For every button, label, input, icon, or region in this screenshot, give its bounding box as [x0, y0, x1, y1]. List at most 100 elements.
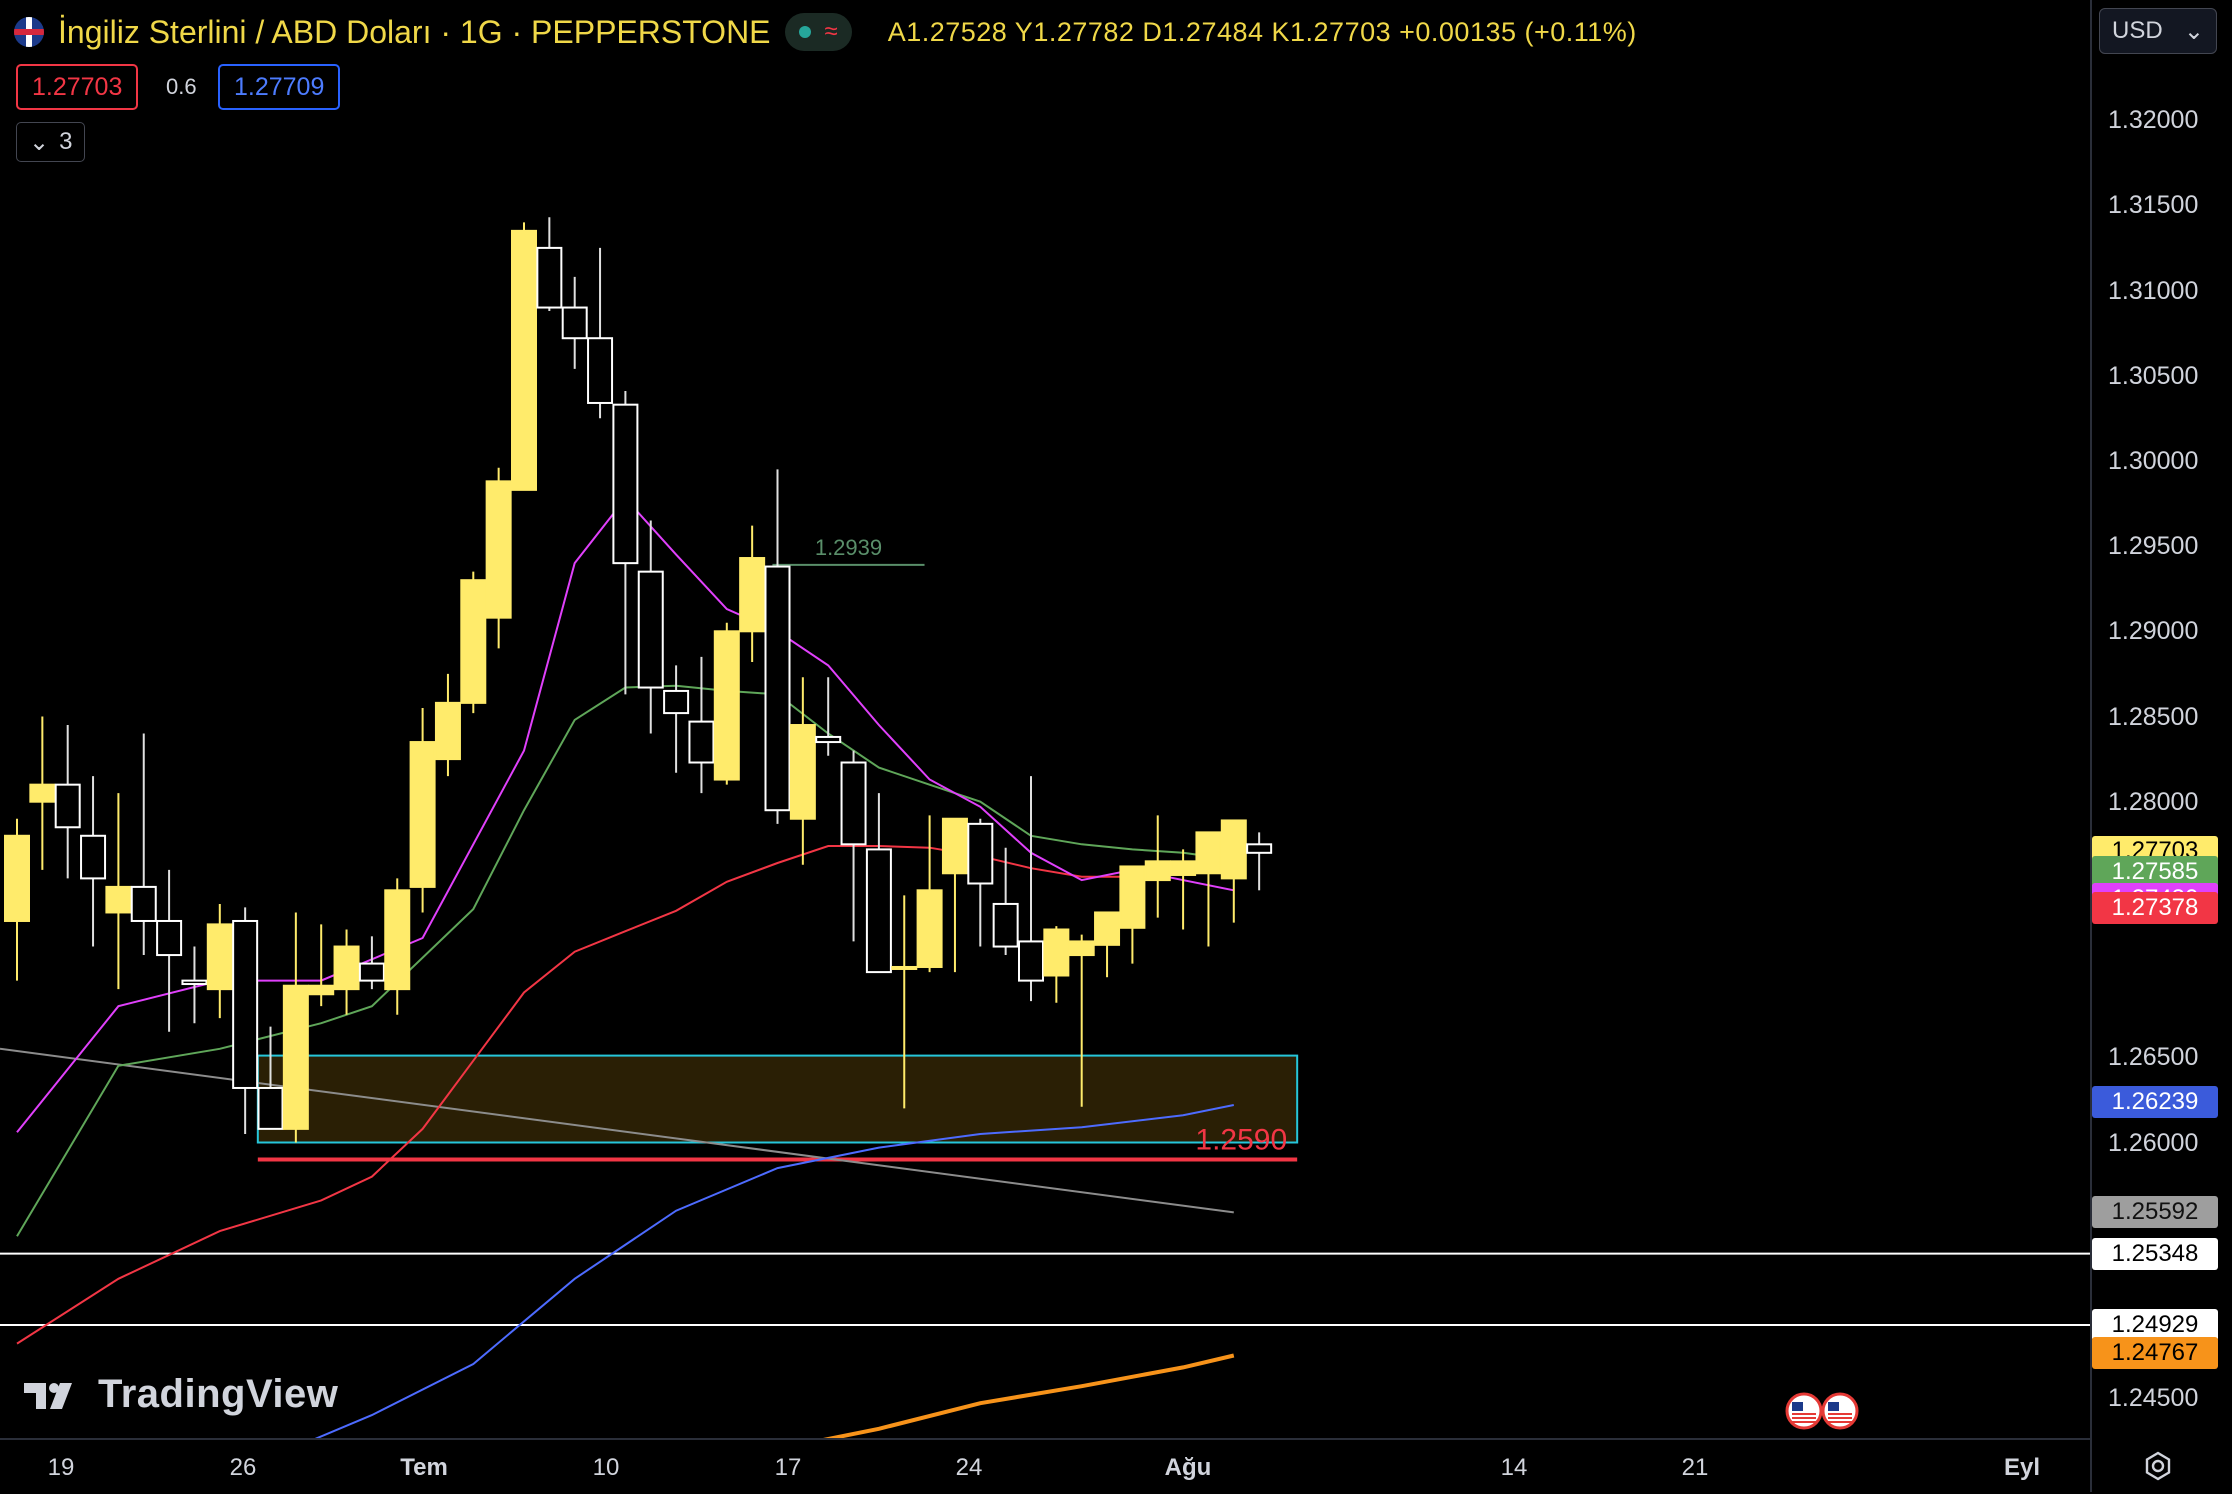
candle-body — [916, 889, 943, 968]
candle-body — [815, 735, 842, 744]
candle-body — [1018, 940, 1044, 982]
candle-body — [1220, 819, 1247, 880]
time-tick-label: 24 — [955, 1454, 983, 1481]
candle-body — [764, 565, 791, 812]
price-tick-label: 1.30000 — [2108, 446, 2199, 475]
candle-body — [536, 246, 563, 309]
price-tick-label: 1.26000 — [2108, 1128, 2199, 1157]
candle-body — [1246, 843, 1273, 854]
indicator-count: 3 — [59, 128, 73, 155]
candle-body — [637, 570, 664, 689]
candle-body — [1068, 940, 1095, 957]
event-icon-stripe — [1828, 1421, 1852, 1423]
price-axis[interactable]: 1.32000 1.31500 1.31000 1.30500 1.30000 1.295… — [2092, 0, 2232, 1438]
pane-divider[interactable] — [2090, 0, 2092, 1492]
candle-body — [561, 306, 588, 340]
candle-body — [840, 761, 867, 846]
candle-body — [181, 979, 208, 986]
candle-body — [156, 919, 183, 957]
candle-body — [206, 923, 233, 991]
price-chart[interactable]: 1.2590 1.2939 — [0, 0, 2090, 1438]
price-level-badge: 1.26239 — [2092, 1085, 2218, 1118]
candle-body — [485, 480, 512, 619]
time-axis[interactable]: 19 26 Tem 10 17 24 Ağu 14 21 Eyl — [0, 1438, 2090, 1494]
candle-body — [941, 817, 968, 875]
candlesticks — [4, 217, 1273, 1143]
uk-flag-icon — [14, 17, 44, 47]
candle-body — [460, 579, 487, 704]
buy-button[interactable]: 1.27709 — [218, 64, 341, 110]
ohlc-values: A1.27528 Y1.27782 D1.27484 K1.27703 +0.0… — [887, 16, 1637, 47]
gear-icon[interactable] — [2142, 1450, 2174, 1482]
gray-trendline — [0, 1047, 1234, 1214]
support-zone — [256, 1054, 1299, 1144]
market-status[interactable]: ≈ — [784, 13, 852, 51]
time-tick-label: Ağu — [1164, 1454, 1212, 1481]
candle-body — [739, 557, 766, 633]
delayed-data-icon: ≈ — [824, 18, 838, 45]
currency-value: USD — [2112, 17, 2163, 44]
candle-body — [1094, 911, 1121, 946]
event-icon-stripe — [1792, 1413, 1816, 1415]
price-level-badge: 1.24929 — [2092, 1308, 2218, 1341]
time-tick-label: 14 — [1500, 1454, 1528, 1481]
time-tick-label: 21 — [1681, 1454, 1709, 1481]
tradingview-logo[interactable]: TradingView — [22, 1372, 338, 1417]
tradingview-logo-icon — [24, 1382, 72, 1409]
chevron-down-icon: ⌄ — [29, 128, 50, 156]
candle-body — [409, 741, 436, 888]
candle-body — [54, 783, 81, 829]
price-level-badge: 1.24767 — [2092, 1336, 2218, 1369]
candle-body — [29, 783, 56, 803]
us-flag-event-icon — [1785, 1392, 1823, 1430]
price-tick-label: 1.31500 — [2108, 191, 2199, 220]
currency-select[interactable]: USD ⌄ — [2099, 8, 2217, 54]
candle-body — [612, 403, 639, 565]
price-level-badge: 1.25348 — [2092, 1237, 2218, 1270]
candle-body — [232, 919, 259, 1089]
candle-body — [1195, 831, 1222, 875]
us-flag-event-icon — [1821, 1392, 1859, 1430]
candle-body — [282, 984, 309, 1130]
event-icon-stripe — [1828, 1413, 1852, 1415]
symbol-title[interactable]: İngiliz Sterlini / ABD Doları · 1G · PEP… — [58, 13, 771, 50]
candle-body — [257, 1086, 284, 1130]
spread-value: 0.6 — [166, 74, 197, 99]
price-tick-label: 1.24500 — [2108, 1384, 2199, 1413]
event-icon-canton — [1828, 1402, 1839, 1411]
candle-body — [1144, 860, 1171, 882]
candle-body — [358, 962, 385, 982]
price-tick-label: 1.32000 — [2108, 106, 2199, 135]
candle-body — [1170, 860, 1197, 876]
price-tick-label: 1.31000 — [2108, 276, 2199, 305]
candle-body — [688, 720, 715, 764]
price-tick-label: 1.29000 — [2108, 617, 2199, 646]
candle-body — [333, 945, 360, 991]
candle-body — [1119, 865, 1146, 929]
time-tick-label: Tem — [400, 1454, 448, 1481]
candle-body — [1043, 928, 1070, 977]
tradingview-wordmark: TradingView — [98, 1372, 339, 1416]
candle-body — [511, 229, 537, 491]
market-open-dot-icon — [798, 26, 811, 38]
chart-overlays — [0, 563, 2090, 1326]
price-level-badge: 1.25592 — [2092, 1196, 2218, 1229]
price-tick-label: 1.29500 — [2108, 532, 2199, 561]
candle-body — [713, 630, 740, 781]
candle-body — [789, 724, 816, 820]
candle-body — [992, 902, 1019, 948]
indicators-toggle-button[interactable]: ⌄ 3 — [16, 122, 86, 162]
candle-body — [865, 848, 892, 974]
candle-body — [891, 965, 918, 970]
event-icon-stripe — [1828, 1417, 1852, 1419]
price-tick-label: 1.26500 — [2108, 1043, 2199, 1072]
time-tick-label: 19 — [47, 1454, 75, 1481]
event-icon-stripe — [1792, 1417, 1816, 1419]
chevron-down-icon: ⌄ — [2183, 17, 2204, 45]
price-level-badge: 1.27378 — [2092, 891, 2218, 924]
candle-body — [587, 337, 614, 404]
support-line-label: 1.2590 — [1195, 1124, 1287, 1157]
candle-body — [967, 822, 994, 885]
red-moving-average — [16, 845, 1234, 1345]
sell-button[interactable]: 1.27703 — [16, 64, 139, 110]
